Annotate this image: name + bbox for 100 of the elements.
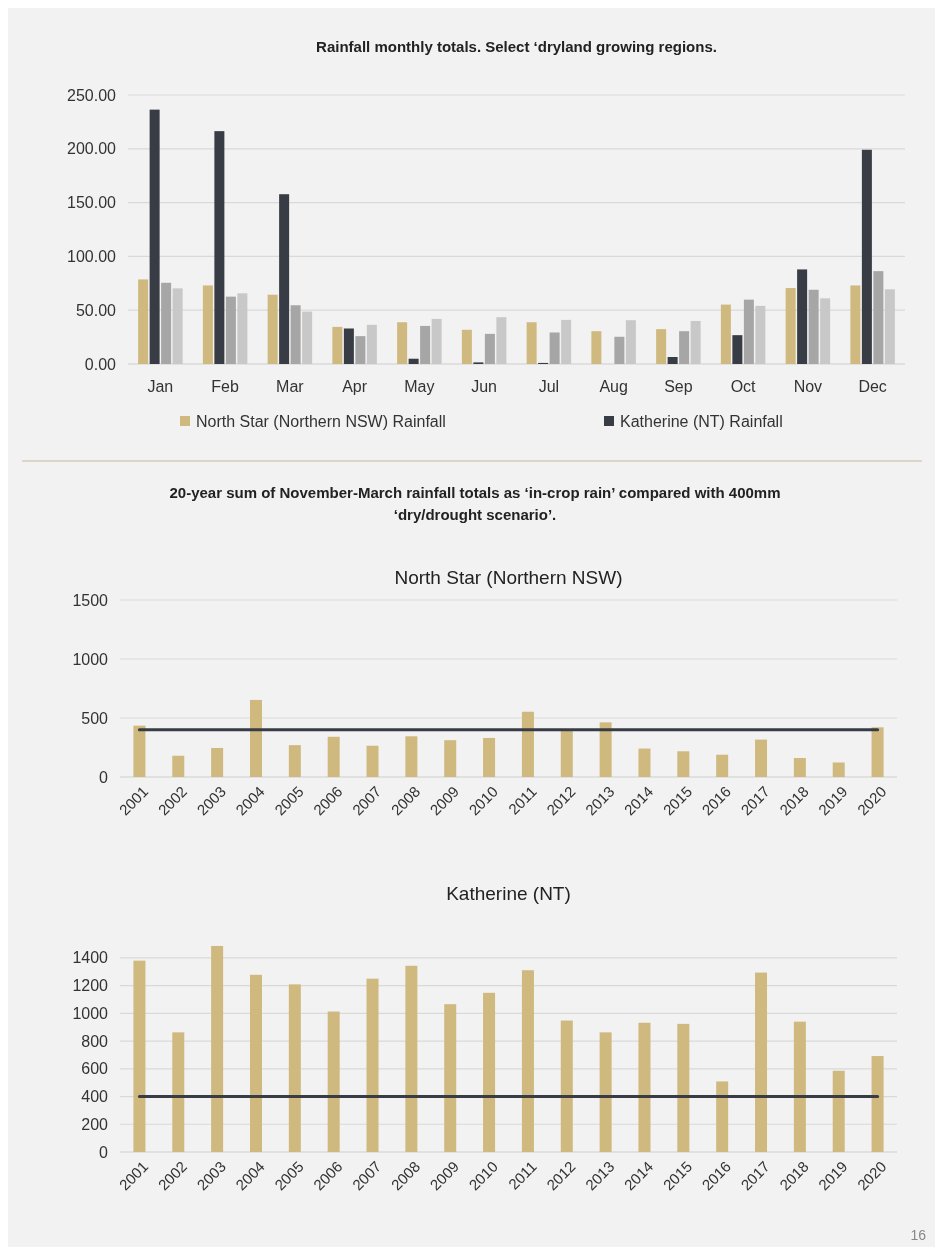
bar: [614, 336, 625, 364]
bar: [332, 326, 343, 364]
bar: [732, 335, 743, 364]
bar: [149, 109, 160, 364]
bar: [288, 984, 301, 1152]
y-tick-label: 0.00: [84, 355, 117, 373]
bar: [161, 282, 172, 364]
bar: [133, 960, 146, 1152]
y-tick-label: 600: [81, 1060, 109, 1078]
bar: [420, 325, 431, 364]
bar: [444, 1004, 457, 1152]
bar: [327, 736, 340, 777]
bar: [397, 322, 408, 364]
y-tick-label: 500: [81, 709, 109, 727]
bar: [249, 974, 262, 1152]
bar: [211, 747, 224, 777]
bar: [560, 730, 573, 777]
x-tick-label: Sep: [664, 378, 693, 395]
bar: [560, 1020, 573, 1152]
bar: [832, 762, 845, 777]
bar: [302, 311, 313, 364]
bar: [656, 329, 667, 364]
bar: [290, 305, 301, 364]
bar: [599, 1032, 612, 1152]
bar: [249, 699, 262, 777]
bar: [172, 755, 185, 777]
x-tick-label: Nov: [793, 378, 823, 395]
bar: [785, 288, 796, 364]
bar: [716, 754, 729, 777]
bar: [561, 319, 572, 364]
y-tick-label: 1500: [72, 591, 109, 609]
bar: [405, 736, 418, 777]
bar: [496, 317, 507, 364]
bar: [549, 332, 560, 364]
bar: [743, 299, 754, 364]
bar: [667, 357, 678, 364]
x-tick-label: Dec: [858, 378, 887, 395]
bar: [444, 740, 457, 777]
y-tick-label: 150.00: [67, 194, 117, 212]
bar: [755, 305, 766, 364]
bar: [202, 285, 213, 364]
chart-title: Rainfall monthly totals. Select ‘dryland growing regions.: [316, 38, 717, 55]
bar: [366, 978, 379, 1152]
x-tick-label: Oct: [730, 378, 757, 395]
y-tick-label: 400: [81, 1088, 109, 1106]
bar: [638, 1022, 651, 1152]
x-tick-label: Jun: [471, 378, 498, 395]
legend-label: Katherine (NT) Rainfall: [620, 413, 783, 430]
x-tick-label: Mar: [276, 378, 305, 395]
bar: [267, 294, 278, 364]
bar: [591, 331, 602, 364]
x-tick-label: May: [404, 378, 435, 395]
bar: [526, 322, 537, 364]
bar: [625, 320, 636, 364]
y-tick-label: 0: [99, 768, 109, 786]
bar: [884, 289, 895, 364]
bar: [483, 737, 496, 777]
y-tick-label: 50.00: [75, 301, 117, 319]
x-tick-label: Jan: [147, 378, 174, 395]
text: 20-year sum of November-March rainfall totals as ‘in-crop rain’ compared with 400mm ‘dry/drought scenario’.: [169, 484, 781, 523]
bar: [408, 358, 419, 364]
y-tick-label: 1200: [72, 977, 109, 995]
bar: [521, 711, 534, 777]
y-tick-label: 800: [81, 1032, 109, 1050]
y-tick-label: 0: [99, 1143, 109, 1161]
bar: [861, 149, 872, 364]
bar: [172, 288, 183, 364]
bar: [755, 972, 768, 1152]
y-tick-label: 1000: [72, 1004, 109, 1022]
bar: [138, 279, 149, 364]
bar: [288, 745, 301, 777]
bar: [797, 269, 808, 364]
bar: [873, 271, 884, 364]
y-tick-label: 200: [81, 1115, 109, 1133]
bar: [871, 1056, 884, 1152]
x-tick-label: Jul: [538, 378, 560, 395]
bar: [343, 328, 354, 364]
bar: [366, 745, 379, 777]
bar: [808, 289, 819, 364]
bar: [677, 1023, 690, 1152]
bar: [871, 727, 884, 777]
bar: [172, 1032, 185, 1152]
bar: [793, 1021, 806, 1152]
text: 16: [910, 1227, 927, 1243]
bar: [214, 131, 225, 364]
bar: [484, 333, 495, 364]
bar: [599, 722, 612, 777]
bar: [211, 945, 224, 1152]
bar: [820, 298, 831, 364]
bar: [483, 992, 496, 1152]
chart-title: North Star (Northern NSW): [394, 567, 623, 588]
bar: [327, 1011, 340, 1152]
legend-label: North Star (Northern NSW) Rainfall: [196, 413, 446, 430]
bar: [133, 725, 146, 777]
y-tick-label: 200.00: [67, 140, 117, 158]
x-tick-label: Aug: [599, 378, 628, 395]
bar: [755, 739, 768, 777]
y-tick-label: 1000: [72, 650, 109, 668]
bar: [690, 320, 701, 364]
bar: [720, 304, 731, 364]
